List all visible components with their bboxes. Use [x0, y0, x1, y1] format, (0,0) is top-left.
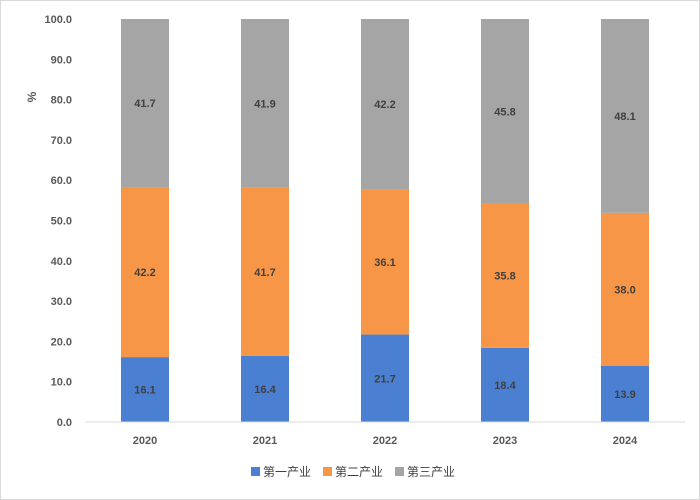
bar-segment — [601, 19, 649, 213]
y-axis-label: % — [25, 91, 39, 102]
data-label: 45.8 — [494, 106, 515, 118]
bar-segment — [241, 355, 289, 422]
data-label: 41.7 — [134, 98, 155, 110]
legend-swatch — [395, 467, 404, 476]
legend: 第一产业 第二产业 第三产业 — [251, 465, 455, 479]
legend-swatch — [251, 467, 260, 476]
data-label: 18.4 — [494, 380, 516, 392]
data-label: 16.1 — [134, 385, 155, 397]
data-label: 42.2 — [134, 267, 155, 279]
x-tick-label: 2021 — [253, 435, 277, 447]
y-tick-label: 30.0 — [51, 296, 72, 308]
bar-segment — [121, 19, 169, 188]
legend-label: 第二产业 — [335, 465, 383, 479]
data-label: 38.0 — [614, 284, 635, 296]
bar-segment — [121, 187, 169, 358]
bar-segment — [481, 19, 529, 204]
bar-segment — [241, 187, 289, 356]
x-tick-label: 2023 — [493, 435, 517, 447]
y-tick-label: 90.0 — [51, 54, 72, 66]
bar-segment — [361, 189, 409, 335]
legend-label: 第一产业 — [263, 465, 311, 479]
bar-segment — [361, 334, 409, 422]
legend-label: 第三产业 — [407, 465, 455, 479]
bar-segment — [241, 19, 289, 188]
data-label: 41.7 — [254, 267, 275, 279]
bars: 16.1 42.2 41.7 16.4 41.7 41.9 21.7 36.1 42.2 18.4… — [121, 19, 649, 422]
bar-segment — [481, 347, 529, 422]
bar-segment — [361, 19, 409, 190]
x-tick-label: 2020 — [133, 435, 157, 447]
data-label: 35.8 — [494, 271, 515, 283]
y-tick-label: 40.0 — [51, 256, 72, 268]
data-label: 42.2 — [374, 99, 395, 111]
bar-segment — [481, 203, 529, 348]
y-tick-label: 10.0 — [51, 377, 72, 389]
y-tick-label: 80.0 — [51, 95, 72, 107]
y-tick-label: 100.0 — [44, 14, 72, 26]
data-label: 21.7 — [374, 373, 395, 385]
data-label: 13.9 — [614, 389, 635, 401]
data-label: 36.1 — [374, 257, 395, 269]
data-label: 48.1 — [614, 111, 635, 123]
x-axis-ticks: 2020 2021 2022 2023 2024 — [133, 435, 638, 447]
y-tick-label: 50.0 — [51, 216, 72, 228]
y-tick-label: 0.0 — [57, 417, 72, 429]
bar-segment — [601, 365, 649, 422]
y-tick-label: 20.0 — [51, 336, 72, 348]
y-tick-label: 60.0 — [51, 175, 72, 187]
y-axis-ticks: 0.0 10.0 20.0 30.0 40.0 50.0 60.0 70.0 80.0 90.0 1… — [44, 14, 72, 429]
y-tick-label: 70.0 — [51, 135, 72, 147]
data-label: 41.9 — [254, 98, 275, 110]
bar-segment — [601, 212, 649, 366]
x-tick-label: 2024 — [613, 435, 638, 447]
bar-segment — [121, 357, 169, 422]
legend-swatch — [323, 467, 332, 476]
x-tick-label: 2022 — [373, 435, 397, 447]
data-label: 16.4 — [254, 384, 276, 396]
